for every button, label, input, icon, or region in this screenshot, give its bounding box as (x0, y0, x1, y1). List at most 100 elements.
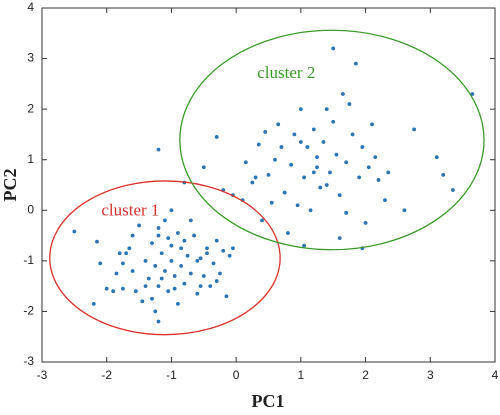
point (143, 258, 148, 263)
point (214, 135, 219, 139)
point (214, 279, 219, 283)
y-tick-label: -3 (23, 354, 34, 368)
point (286, 231, 290, 235)
point (169, 258, 174, 263)
point (211, 261, 216, 266)
point (315, 155, 319, 160)
point (208, 284, 213, 289)
point (117, 251, 122, 256)
point (104, 286, 109, 291)
point (376, 178, 381, 182)
point (337, 236, 342, 241)
point (156, 284, 161, 289)
point (350, 132, 355, 137)
point (179, 264, 184, 268)
point (195, 291, 200, 296)
plot-frame (41, 7, 496, 363)
x-tick-label: -2 (101, 368, 112, 382)
point (383, 198, 387, 203)
point (402, 208, 407, 213)
point (166, 236, 171, 241)
point (195, 258, 200, 263)
point (224, 294, 229, 299)
point (218, 271, 222, 276)
point (192, 233, 196, 238)
point (347, 102, 352, 106)
cluster-label: cluster 2 (257, 63, 315, 82)
point (305, 145, 310, 149)
point (150, 241, 154, 246)
point (159, 251, 164, 256)
point (331, 119, 336, 124)
point (205, 246, 209, 251)
point (143, 284, 148, 289)
point (441, 172, 446, 177)
point (127, 246, 132, 251)
point (370, 122, 374, 127)
point (130, 233, 135, 238)
point (153, 309, 158, 314)
point (214, 238, 219, 243)
point (302, 243, 306, 248)
point (311, 170, 316, 175)
x-tick-label: -1 (166, 368, 177, 382)
point (91, 301, 96, 306)
x-axis-label: PC1 (252, 391, 285, 411)
point (172, 274, 177, 278)
point (201, 274, 206, 278)
point (146, 276, 151, 281)
point (72, 229, 77, 234)
point (337, 193, 342, 198)
point (451, 188, 455, 192)
point (412, 127, 417, 132)
point (386, 170, 391, 175)
x-tick-label: 0 (233, 368, 240, 382)
point (156, 319, 161, 324)
point (334, 152, 339, 157)
point (344, 210, 349, 215)
y-tick-label: 4 (27, 0, 34, 14)
point (269, 200, 274, 205)
point (260, 218, 264, 223)
point (344, 160, 349, 165)
point (98, 261, 103, 266)
y-tick-label: -1 (23, 253, 34, 267)
point (360, 145, 365, 149)
point (169, 243, 174, 248)
point (140, 299, 145, 304)
point (266, 172, 271, 177)
point (292, 132, 297, 137)
point (182, 238, 187, 243)
point (311, 127, 316, 132)
point (111, 289, 116, 294)
point (172, 286, 177, 291)
point (124, 251, 129, 256)
point (276, 122, 281, 127)
point (434, 155, 439, 160)
point (153, 264, 158, 268)
point (263, 130, 268, 134)
x-tick-label: -3 (37, 368, 48, 382)
point (156, 233, 161, 238)
point (318, 185, 323, 190)
y-tick-label: 2 (27, 101, 34, 115)
point (169, 208, 174, 213)
point (201, 165, 206, 170)
point (188, 271, 193, 276)
point (156, 226, 161, 230)
point (308, 208, 313, 213)
point (470, 92, 475, 96)
point (341, 92, 345, 96)
point (179, 246, 184, 251)
point (231, 246, 235, 251)
point (159, 276, 164, 281)
point (166, 289, 171, 294)
point (302, 175, 306, 180)
point (298, 107, 303, 112)
point (253, 175, 258, 180)
point (163, 269, 167, 273)
point (295, 203, 300, 208)
point (289, 162, 294, 167)
x-tick-label: 4 (492, 368, 499, 382)
